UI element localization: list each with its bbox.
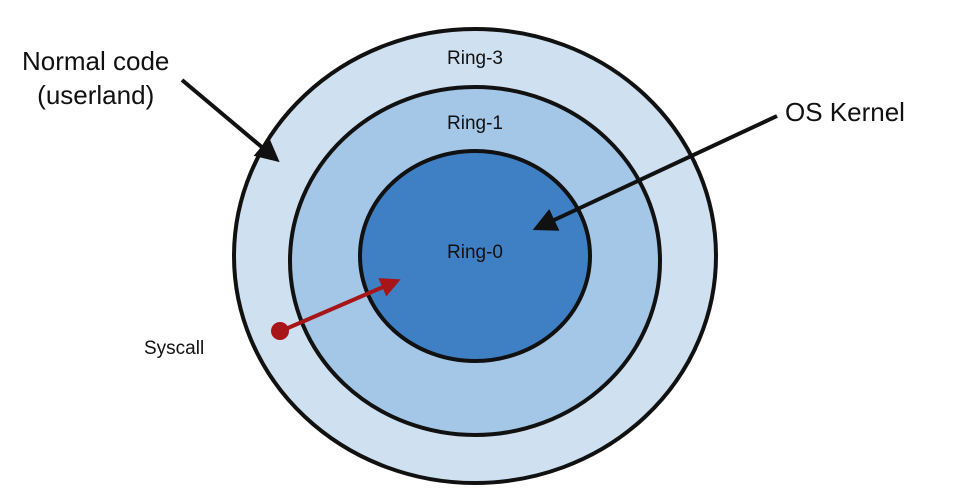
syscall-origin-dot: [271, 322, 289, 340]
ring-3-label: Ring-3: [447, 48, 503, 69]
ring-0-area: [358, 149, 592, 363]
syscall-callout: Syscall: [144, 338, 205, 359]
userland-callout-line2: (userland): [37, 80, 155, 110]
userland-callout-line1: Normal code: [22, 46, 170, 76]
ring-1-label: Ring-1: [447, 113, 503, 134]
userland-pointer-arrow: [180, 78, 280, 163]
syscall-arrow: [280, 278, 401, 333]
ring-0-label: Ring-0: [447, 242, 503, 263]
userland-callout: Normal code (userland): [22, 44, 169, 112]
os-kernel-callout: OS Kernel: [785, 97, 905, 127]
kernel-pointer-arrow: [532, 114, 778, 231]
